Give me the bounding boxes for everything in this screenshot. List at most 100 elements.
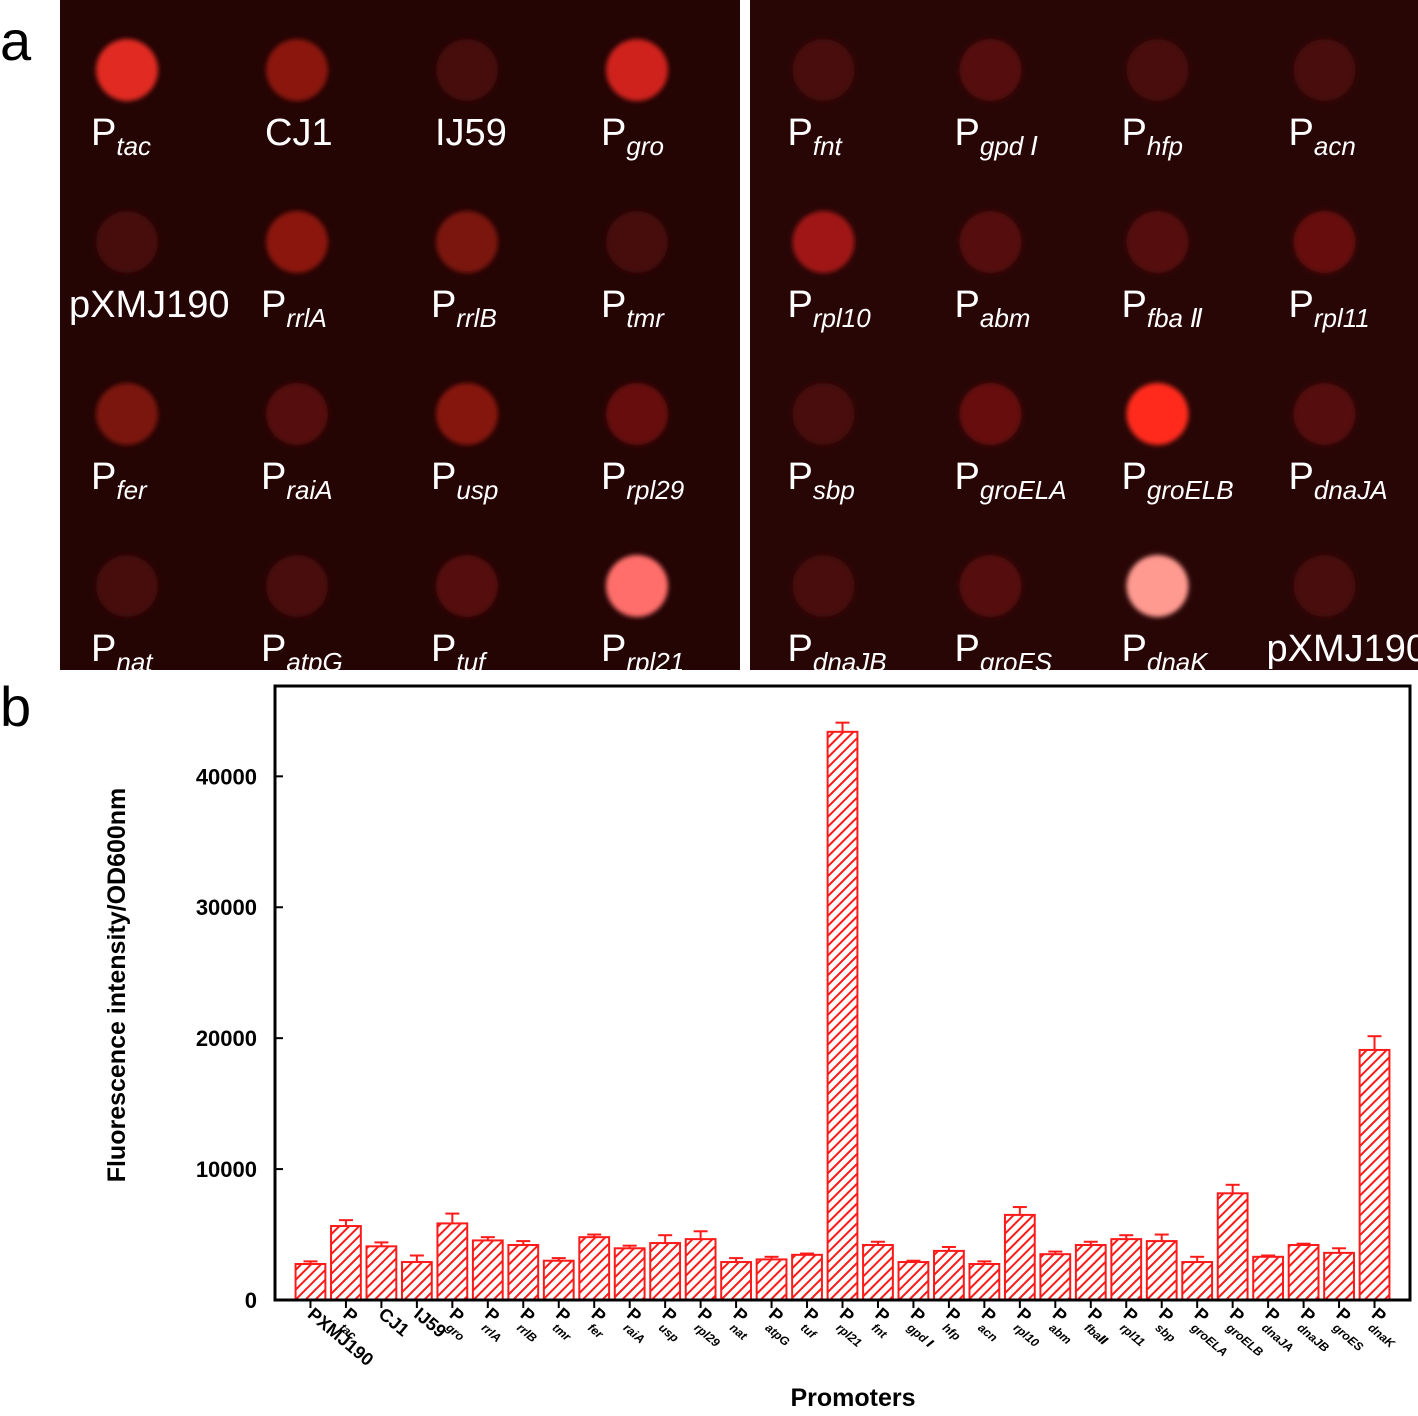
label-main: P (788, 456, 813, 498)
spot (96, 211, 158, 273)
spot (96, 555, 158, 617)
bar (1218, 1193, 1248, 1300)
error-bar (1226, 1185, 1240, 1194)
x-tick-label: Ptuf (793, 1304, 830, 1342)
label-main: P (261, 456, 286, 498)
category-sub: fer (585, 1321, 607, 1342)
bar (1147, 1241, 1177, 1300)
label-main: IJ59 (435, 112, 507, 154)
bar (367, 1246, 397, 1300)
x-tick-label: Prpl11 (1113, 1304, 1159, 1350)
label-main: P (91, 456, 116, 498)
category-sub: rrlB (514, 1321, 540, 1346)
y-tick-label: 0 (245, 1288, 257, 1313)
label-main: P (955, 628, 980, 670)
category-sub: tuf (798, 1321, 820, 1342)
spot-label: IJ59 (435, 112, 507, 154)
error-bar (1368, 1036, 1382, 1050)
error-bar (694, 1231, 708, 1239)
x-tick-label: PfbaⅡ (1077, 1304, 1121, 1348)
spot (96, 383, 158, 445)
label-main: P (431, 628, 456, 670)
spot (1127, 211, 1189, 273)
label-sub: groELA (980, 475, 1067, 505)
bar (331, 1226, 361, 1300)
bar (721, 1262, 751, 1300)
x-tick-label: PdnaK (1361, 1304, 1410, 1352)
category-sub: acn (975, 1321, 1000, 1345)
category-sub: groES (1329, 1320, 1366, 1354)
label-sub: usp (456, 475, 498, 505)
label-main: pXMJ190 (1267, 628, 1418, 670)
category-sub: rpl10 (1011, 1321, 1042, 1350)
spot (1294, 211, 1356, 273)
bar (969, 1264, 999, 1300)
bar (1005, 1215, 1035, 1300)
spot (436, 39, 498, 101)
bar (1076, 1245, 1106, 1300)
error-bar (1013, 1207, 1027, 1215)
x-axis-title: Promoters (790, 1384, 915, 1411)
bar (402, 1262, 432, 1300)
bar (1324, 1253, 1354, 1300)
bar (1289, 1245, 1319, 1300)
category-sub: tmr (550, 1321, 575, 1345)
label-main: P (788, 112, 813, 154)
label-main: P (1289, 456, 1314, 498)
category-sub: gpd Ⅰ (904, 1320, 937, 1351)
label-sub: rpl10 (813, 303, 871, 333)
x-tick-label: Pabm (1042, 1304, 1086, 1348)
x-tick-label: Pfnt (864, 1304, 901, 1342)
label-main: P (91, 628, 116, 670)
label-sub: gro (626, 131, 664, 161)
spot (793, 39, 855, 101)
x-tick-label: IJ59 (410, 1304, 450, 1342)
category-sub: sbp (1153, 1321, 1178, 1345)
bar (686, 1239, 716, 1300)
bar (899, 1262, 929, 1300)
category-sub: rpl21 (833, 1321, 864, 1350)
spot (960, 211, 1022, 273)
spot (606, 555, 668, 617)
category-sub: nat (727, 1321, 751, 1344)
category-main: PXMJ190 (304, 1304, 377, 1370)
category-sub: dnaJB (1295, 1321, 1332, 1356)
bar (828, 732, 858, 1300)
spot (96, 39, 158, 101)
label-sub: rrlA (286, 303, 326, 333)
label-sub: groES (980, 647, 1053, 677)
y-tick-label: 40000 (196, 764, 257, 789)
label-main: P (788, 628, 813, 670)
bar (544, 1261, 574, 1300)
label-main: P (601, 112, 626, 154)
category-sub: groELB (1223, 1320, 1266, 1359)
panel-label: a (0, 9, 32, 72)
label-main: P (601, 284, 626, 326)
spot (436, 555, 498, 617)
label-sub: tmr (626, 303, 665, 333)
x-tick-label: Prpl29 (687, 1304, 734, 1350)
category-sub: raiA (621, 1321, 648, 1347)
spot (436, 211, 498, 273)
bar (615, 1248, 645, 1300)
label-sub: acn (1314, 131, 1356, 161)
spot (1294, 39, 1356, 101)
label-main: P (1122, 284, 1147, 326)
x-tick-label: Pacn (971, 1304, 1011, 1345)
spot (960, 39, 1022, 101)
category-sub: groELA (1187, 1320, 1230, 1359)
label-main: P (1122, 456, 1147, 498)
spot (793, 383, 855, 445)
label-sub: dnaJA (1314, 475, 1388, 505)
panel-label: b (0, 675, 31, 738)
label-main: P (261, 284, 286, 326)
bar (1111, 1239, 1141, 1300)
spot (1127, 383, 1189, 445)
spot-label: CJ1 (265, 112, 333, 154)
x-tick-label: Pusp (652, 1304, 693, 1345)
label-main: P (601, 628, 626, 670)
category-sub: dnaK (1365, 1321, 1398, 1352)
y-axis-title: Fluorescence intensity/OD600nm (103, 788, 131, 1183)
y-tick-label: 20000 (196, 1026, 257, 1051)
